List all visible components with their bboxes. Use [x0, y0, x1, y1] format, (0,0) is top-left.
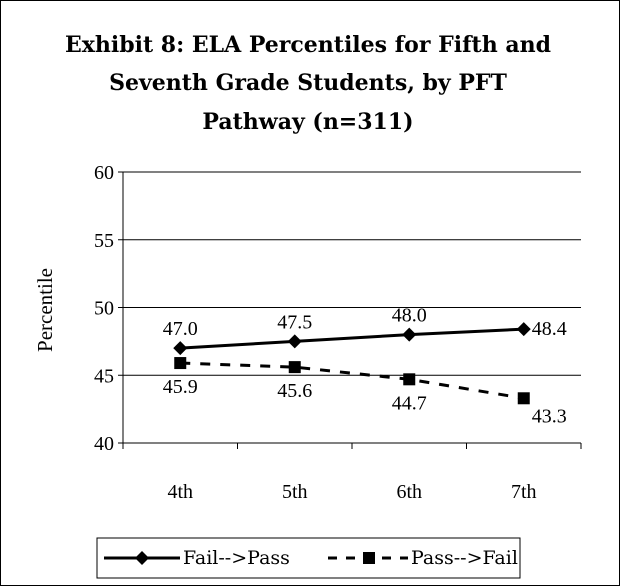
- series-0-point-0: [173, 341, 188, 356]
- y-tick-label-45: 45: [94, 365, 114, 387]
- series-1-point-1: [288, 361, 301, 374]
- series-1-data-label-3: 43.3: [532, 405, 567, 427]
- series-0-point-3: [516, 322, 531, 337]
- x-tick-label-6th: 6th: [396, 481, 422, 503]
- series-line-0: [180, 327, 524, 350]
- legend-marker-pass-fail: [363, 552, 375, 564]
- chart-title-line-2: Seventh Grade Students, by PFT: [109, 70, 507, 96]
- legend-label-pass-fail: Pass-->Fail: [411, 547, 518, 569]
- x-tick-label-7th: 7th: [511, 481, 537, 503]
- series-0-point-1: [287, 334, 302, 349]
- y-tick-label-50: 50: [94, 298, 114, 320]
- series-0-data-label-1: 47.5: [277, 311, 312, 333]
- series-1-data-label-0: 45.9: [163, 376, 198, 398]
- series-0-data-label-2: 48.0: [392, 305, 427, 327]
- series-0-data-label-0: 47.0: [163, 318, 198, 340]
- series-1-data-label-2: 44.7: [392, 392, 427, 414]
- plot-area: 40 45 50 55 60 4th 5th 6th 7th 47.0 47.5 48.0 48.4 45…: [94, 162, 582, 503]
- series-1-point-2: [403, 373, 416, 386]
- series-1-data-label-1: 45.6: [277, 380, 312, 402]
- x-tick-label-5th: 5th: [282, 481, 308, 503]
- y-tick-label-40: 40: [94, 433, 114, 455]
- legend-item-pass-fail: Pass-->Fail: [328, 547, 518, 569]
- series-0-point-2: [402, 327, 417, 342]
- series-line-1: [180, 361, 524, 400]
- series-1-point-3: [517, 392, 530, 405]
- legend-marker-fail-pass: [135, 551, 149, 565]
- series-1-point-0: [174, 357, 187, 370]
- y-tick-label-60: 60: [94, 162, 114, 184]
- legend-item-fail-pass: Fail-->Pass: [104, 547, 290, 569]
- series-0-data-label-3: 48.4: [532, 318, 567, 340]
- legend-label-fail-pass: Fail-->Pass: [183, 547, 290, 569]
- x-tick-label-4th: 4th: [167, 481, 193, 503]
- legend: Fail-->Pass Pass-->Fail: [96, 537, 521, 579]
- chart-title-line-3: Pathway (n=311): [202, 109, 413, 135]
- y-axis-label: Percentile: [33, 268, 57, 352]
- y-tick-label-55: 55: [94, 230, 114, 252]
- chart-title: Exhibit 8: ELA Percentiles for Fifth and…: [65, 32, 551, 135]
- chart-title-line-1: Exhibit 8: ELA Percentiles for Fifth and: [65, 32, 551, 58]
